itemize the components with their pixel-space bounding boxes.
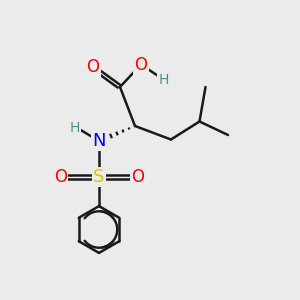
Text: O: O <box>131 168 144 186</box>
Text: O: O <box>54 168 67 186</box>
Text: O: O <box>134 56 148 74</box>
Text: N: N <box>92 132 106 150</box>
Text: H: H <box>70 121 80 134</box>
Text: O: O <box>86 58 100 76</box>
Text: S: S <box>93 168 105 186</box>
Text: H: H <box>158 73 169 86</box>
